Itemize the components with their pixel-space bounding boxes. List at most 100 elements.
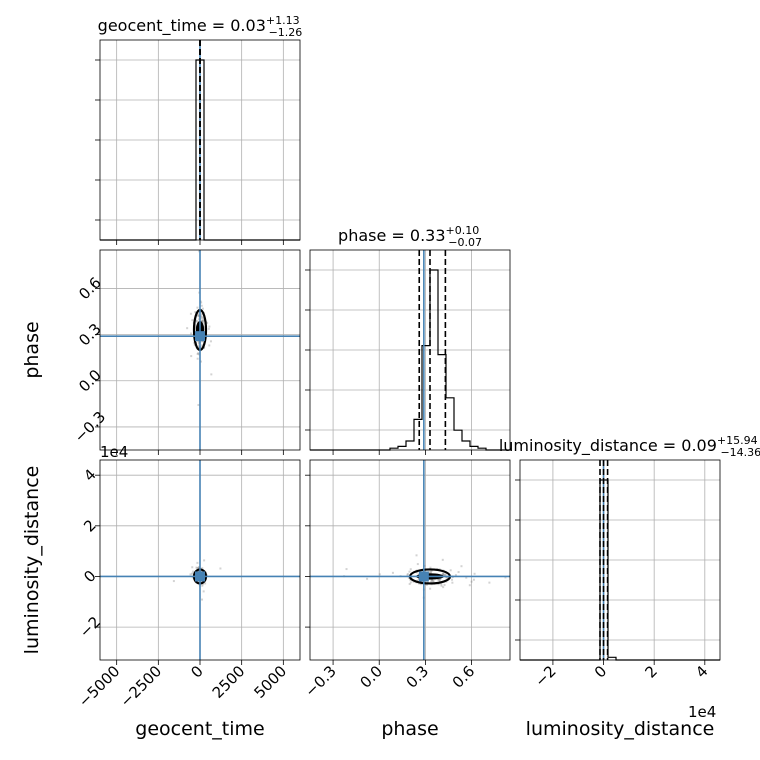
sample-point: [197, 570, 200, 573]
truth-marker: [418, 571, 429, 582]
x-tick-label: 0: [187, 662, 206, 681]
panel-frame: [99, 39, 301, 241]
sample-point: [409, 568, 412, 571]
sample-point: [408, 570, 411, 573]
sample-point: [416, 579, 419, 582]
sample-point: [437, 583, 440, 586]
sample-point: [420, 580, 423, 583]
sample-point: [439, 577, 442, 580]
sample-point: [406, 573, 409, 576]
sample-point: [189, 573, 192, 576]
sample-point: [210, 373, 213, 376]
sample-point: [198, 342, 201, 345]
sample-point: [429, 566, 432, 569]
x-tick-label: −2500: [117, 662, 166, 711]
sample-point: [198, 569, 201, 572]
sample-point: [201, 313, 204, 316]
sample-point: [407, 576, 410, 579]
sample-point: [438, 580, 441, 583]
sample-point: [202, 319, 205, 322]
sample-point: [204, 582, 207, 585]
sample-point: [429, 570, 432, 573]
sample-point: [430, 580, 433, 583]
sample-point: [429, 587, 432, 590]
sample-point: [391, 571, 394, 574]
sample-point: [208, 325, 211, 328]
panel-frame: [99, 459, 301, 661]
sample-point: [426, 581, 429, 584]
sample-point: [197, 346, 200, 349]
x-tick-label: 0.0: [356, 662, 386, 692]
sample-point: [201, 598, 204, 601]
sample-point: [201, 322, 204, 325]
sample-point: [201, 344, 204, 347]
x-tick-label: 0.3: [403, 662, 433, 692]
sample-point: [430, 579, 433, 582]
sample-point: [196, 320, 199, 323]
panel-frame: [99, 249, 301, 451]
sample-point: [197, 403, 200, 406]
text-layer: geocent_time = 0.03+1.13 −1.26 phase = 0.3…: [21, 14, 760, 740]
sample-point: [191, 572, 194, 575]
sample-point: [451, 578, 454, 581]
sample-point: [438, 578, 441, 581]
panel-title-geocent_time: geocent_time = 0.03+1.13 −1.26: [98, 14, 303, 39]
sample-point: [196, 357, 199, 360]
panel-title-luminosity_distance: luminosity_distance = 0.09+15.94 −14.36: [499, 434, 760, 459]
x-axis-label-luminosity_distance: luminosity_distance: [526, 718, 715, 740]
x-tick-label: −5000: [75, 662, 124, 711]
sample-point: [208, 344, 211, 347]
sample-point: [470, 580, 473, 583]
sample-point: [196, 314, 199, 317]
sample-point: [443, 583, 446, 586]
sample-point: [197, 312, 200, 315]
x-tick-label: 4: [692, 662, 711, 681]
sample-point: [199, 317, 202, 320]
sample-point: [195, 319, 198, 322]
sample-point: [192, 570, 195, 573]
sample-point: [203, 326, 206, 329]
sample-point: [200, 301, 203, 304]
sample-point: [202, 318, 205, 321]
sample-point: [201, 307, 204, 310]
panel-frame: [309, 249, 511, 451]
sample-point: [195, 566, 198, 569]
sample-point: [200, 319, 203, 322]
sample-point: [194, 324, 197, 327]
x-offset-label: 1e4: [688, 703, 716, 721]
sample-point: [198, 341, 201, 344]
sample-point: [454, 574, 457, 577]
sample-point: [412, 580, 415, 583]
x-tick-label: 5000: [250, 662, 290, 702]
sample-point: [191, 576, 194, 579]
sample-point: [197, 318, 200, 321]
sample-point: [201, 583, 204, 586]
sample-point: [219, 567, 222, 570]
sample-point: [429, 570, 432, 573]
sample-point: [440, 584, 443, 587]
sample-point: [206, 322, 209, 325]
sample-point: [439, 577, 442, 580]
sample-point: [200, 340, 203, 343]
panel-title-phase: phase = 0.33+0.10 −0.07: [338, 224, 482, 249]
sample-point: [468, 584, 471, 587]
sample-point: [197, 345, 200, 348]
sample-point: [194, 311, 197, 314]
sample-point: [432, 580, 435, 583]
sample-point: [437, 578, 440, 581]
sample-point: [201, 320, 204, 323]
sample-point: [408, 583, 411, 586]
sample-point: [200, 360, 203, 363]
sample-point: [200, 304, 203, 307]
sample-point: [198, 353, 201, 356]
sample-point: [443, 574, 446, 577]
sample-point: [197, 314, 200, 317]
sample-point: [191, 319, 194, 322]
sample-point: [451, 581, 454, 584]
x-tick-label: 2: [642, 662, 661, 681]
sample-point: [409, 581, 412, 584]
sample-point: [201, 567, 204, 570]
x-tick-label: 0.6: [449, 662, 479, 692]
sample-point: [406, 574, 409, 577]
